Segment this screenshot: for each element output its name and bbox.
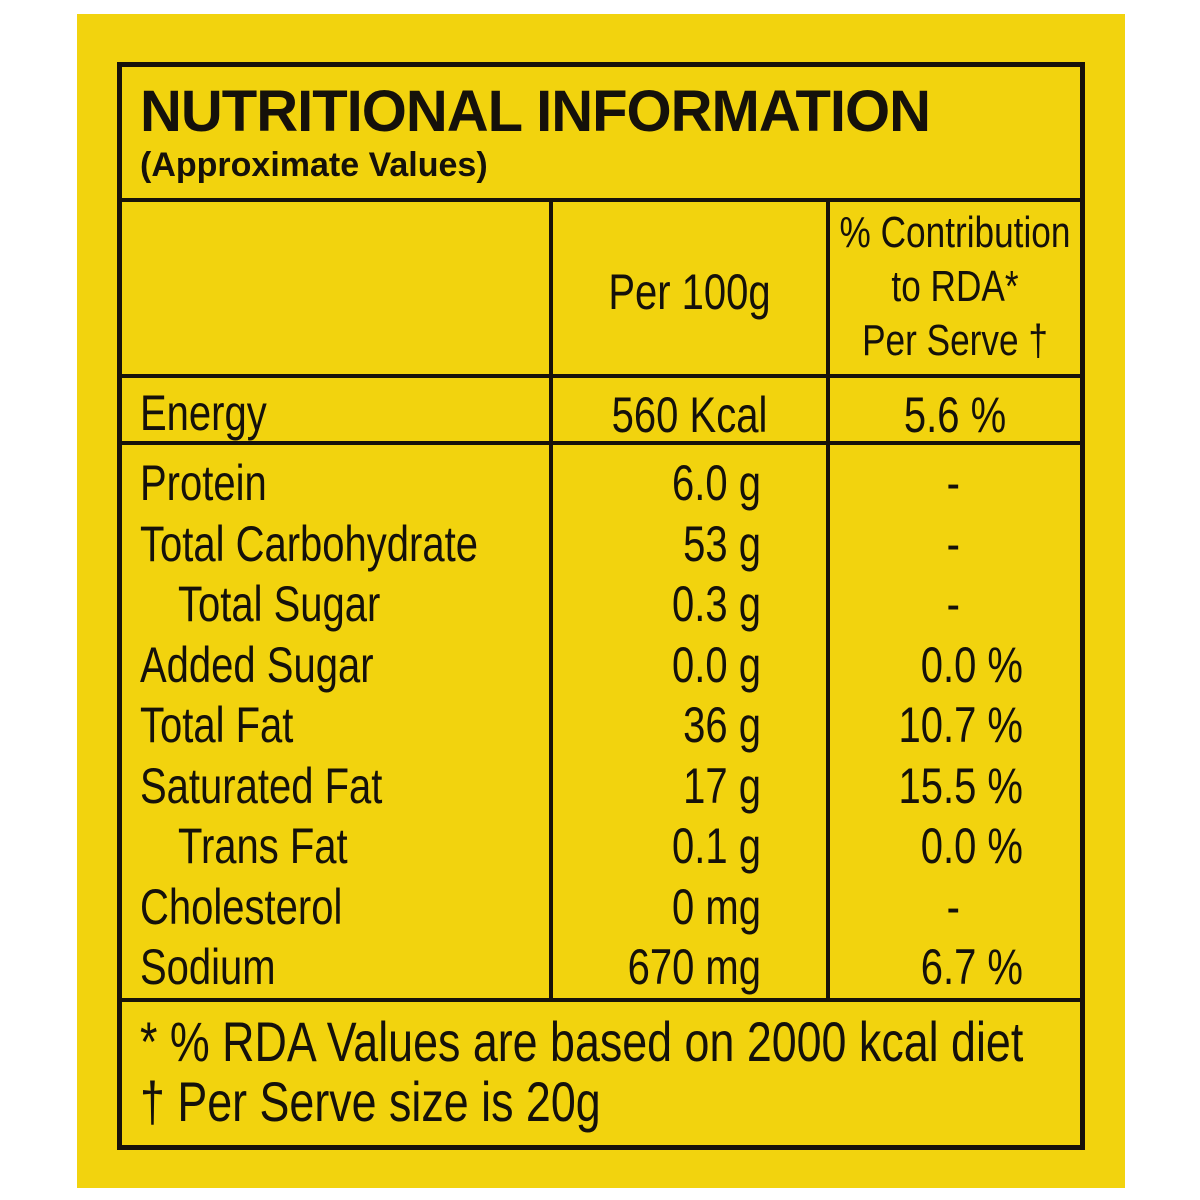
header-rda-line3: Per Serve † xyxy=(862,316,1048,365)
label-background xyxy=(77,14,1125,1188)
nutrient-label: Sodium xyxy=(140,939,276,995)
header-per-100g: Per 100g xyxy=(608,264,771,320)
divider xyxy=(117,374,1085,378)
header-rda-line1: % Contribution xyxy=(839,208,1071,257)
page-title: NUTRITIONAL INFORMATION xyxy=(140,79,931,144)
nutrient-per100: 17 g xyxy=(683,757,761,814)
nutrient-rda: - xyxy=(946,576,960,632)
nutrient-label: Total Sugar xyxy=(178,576,381,632)
nutrient-label: Added Sugar xyxy=(140,636,374,693)
divider xyxy=(117,441,1085,445)
nutrient-per100: 6.0 g xyxy=(672,455,761,511)
divider xyxy=(117,198,1085,202)
column-divider xyxy=(549,198,553,1000)
nutrient-rda: 0.0 % xyxy=(920,818,1023,874)
energy-label: Energy xyxy=(140,385,267,441)
nutrient-label: Total Carbohydrate xyxy=(140,515,478,572)
nutrient-rda: 0.0 % xyxy=(920,636,1023,693)
footnote-rda: * % RDA Values are based on 2000 kcal di… xyxy=(140,1010,1024,1073)
nutrient-rda: - xyxy=(946,515,960,572)
footnote-serve: † Per Serve size is 20g xyxy=(140,1070,601,1133)
nutrient-label: Total Fat xyxy=(140,697,294,753)
subtitle: (Approximate Values) xyxy=(140,146,488,184)
nutrient-per100: 0 mg xyxy=(672,878,761,935)
energy-rda: 5.6 % xyxy=(903,387,1007,443)
nutrient-label: Protein xyxy=(140,455,267,511)
nutrient-per100: 670 mg xyxy=(627,939,761,995)
nutrient-label: Cholesterol xyxy=(140,878,343,935)
nutrient-rda: 15.5 % xyxy=(898,757,1023,814)
nutrient-per100: 0.0 g xyxy=(672,636,761,693)
nutrient-per100: 0.1 g xyxy=(672,818,761,874)
nutrient-rda: 6.7 % xyxy=(920,939,1023,995)
column-divider xyxy=(826,198,830,1000)
nutrient-rda: - xyxy=(946,455,960,511)
header-rda-line2: to RDA* xyxy=(891,262,1019,311)
nutrient-label: Saturated Fat xyxy=(140,757,383,814)
nutrient-rda: - xyxy=(946,878,960,935)
nutrition-table-border xyxy=(117,62,1085,1150)
nutrient-per100: 0.3 g xyxy=(672,576,761,632)
nutrient-rda: 10.7 % xyxy=(898,697,1023,753)
energy-per100: 560 Kcal xyxy=(611,387,768,443)
divider xyxy=(117,998,1085,1002)
nutrient-per100: 53 g xyxy=(683,515,761,572)
nutrient-per100: 36 g xyxy=(683,697,761,753)
nutrient-label: Trans Fat xyxy=(178,818,348,874)
